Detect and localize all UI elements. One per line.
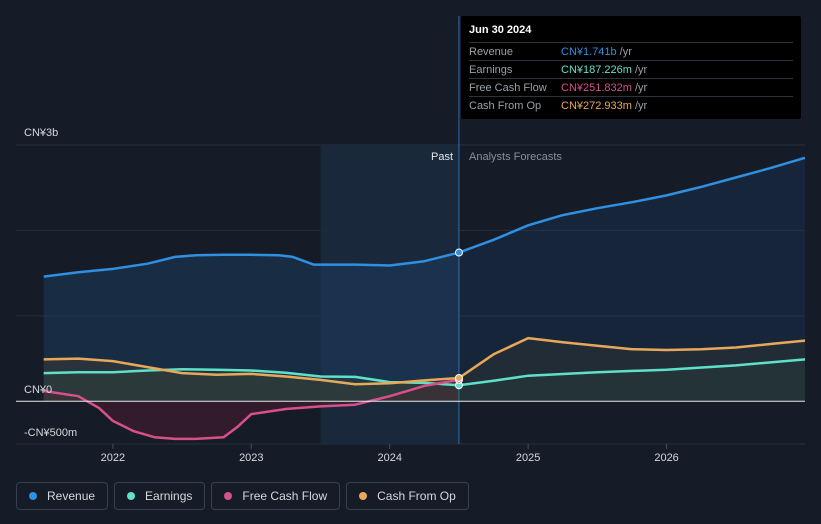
revenue-marker bbox=[454, 248, 463, 257]
tooltip-row-cash-from-op: Cash From Op CN¥272.933m /yr bbox=[469, 96, 793, 114]
y-axis-label-zero: CN¥0 bbox=[24, 384, 52, 396]
free-cash-flow-past-area bbox=[43, 379, 459, 439]
cash-from-op-forecast-area bbox=[458, 338, 805, 402]
tooltip-unit: /yr bbox=[634, 63, 648, 76]
tooltip-unit: /yr bbox=[634, 99, 648, 112]
tooltip-label: Earnings bbox=[469, 63, 513, 76]
legend-dot-icon bbox=[29, 492, 37, 500]
tooltip-label: Free Cash Flow bbox=[469, 81, 547, 94]
x-tick-label: 2024 bbox=[377, 452, 401, 464]
legend-dot-icon bbox=[127, 492, 136, 500]
tooltip-row-earnings: Earnings CN¥187.226m /yr bbox=[469, 60, 793, 78]
legend-item-cash-from-op[interactable]: Cash From Op bbox=[346, 482, 469, 510]
legend-dot-icon bbox=[359, 492, 368, 500]
legend-item-revenue[interactable]: Revenue bbox=[16, 482, 109, 510]
legend: Revenue Earnings Free Cash Flow Cash Fro… bbox=[16, 482, 469, 510]
tooltip-row-free-cash-flow: Free Cash Flow CN¥251.832m /yr bbox=[469, 78, 793, 96]
legend-label: Cash From Op bbox=[377, 489, 456, 503]
tooltip-unit: /yr bbox=[619, 45, 632, 58]
tooltip-label: Revenue bbox=[469, 45, 514, 58]
legend-item-free-cash-flow[interactable]: Free Cash Flow bbox=[211, 482, 341, 510]
y-axis-label-top: CN¥3b bbox=[24, 127, 58, 139]
forecast-label: Analysts Forecasts bbox=[469, 151, 562, 163]
x-tick-label: 2022 bbox=[101, 452, 125, 464]
tooltip-row-revenue: Revenue CN¥1.741b /yr bbox=[469, 42, 793, 60]
series-areas bbox=[43, 157, 805, 439]
legend-item-earnings[interactable]: Earnings bbox=[114, 482, 206, 510]
revenue-past-area bbox=[43, 252, 459, 402]
cash-from-op-marker bbox=[454, 373, 463, 382]
chart-svg: CN¥3b CN¥0 -CN¥500m Past Analysts Foreca… bbox=[16, 16, 806, 464]
legend-label: Free Cash Flow bbox=[242, 489, 328, 503]
legend-label: Revenue bbox=[47, 489, 96, 503]
tooltip-value: CN¥187.226m bbox=[561, 63, 632, 76]
x-tick-label: 2023 bbox=[239, 452, 263, 464]
tooltip-markers bbox=[454, 248, 463, 390]
free-cash-flow-line bbox=[43, 378, 460, 441]
tooltip-value: CN¥272.933m bbox=[561, 99, 632, 112]
earnings-line bbox=[43, 358, 806, 387]
x-axis-ticks: 2022 2023 2024 2025 2026 bbox=[101, 444, 679, 464]
legend-label: Earnings bbox=[145, 489, 193, 503]
cash-from-op-line bbox=[43, 336, 806, 386]
y-axis-label-bottom: -CN¥500m bbox=[24, 427, 77, 439]
tooltip-date: Jun 30 2024 bbox=[469, 24, 532, 36]
tooltip-label: Cash From Op bbox=[469, 99, 542, 112]
revenue-line bbox=[43, 156, 806, 278]
tooltip-unit: /yr bbox=[634, 81, 648, 94]
series-lines bbox=[43, 156, 806, 441]
legend-dot-icon bbox=[224, 492, 233, 500]
x-tick-label: 2026 bbox=[654, 452, 678, 464]
tooltip-value: CN¥251.832m bbox=[561, 81, 632, 94]
tooltip: Jun 30 2024 Revenue CN¥1.741b /yr Earnin… bbox=[461, 16, 801, 119]
earnings-forecast-area bbox=[458, 359, 805, 402]
x-tick-label: 2025 bbox=[516, 452, 540, 464]
past-label: Past bbox=[431, 151, 453, 163]
tooltip-value: CN¥1.741b bbox=[561, 45, 617, 58]
